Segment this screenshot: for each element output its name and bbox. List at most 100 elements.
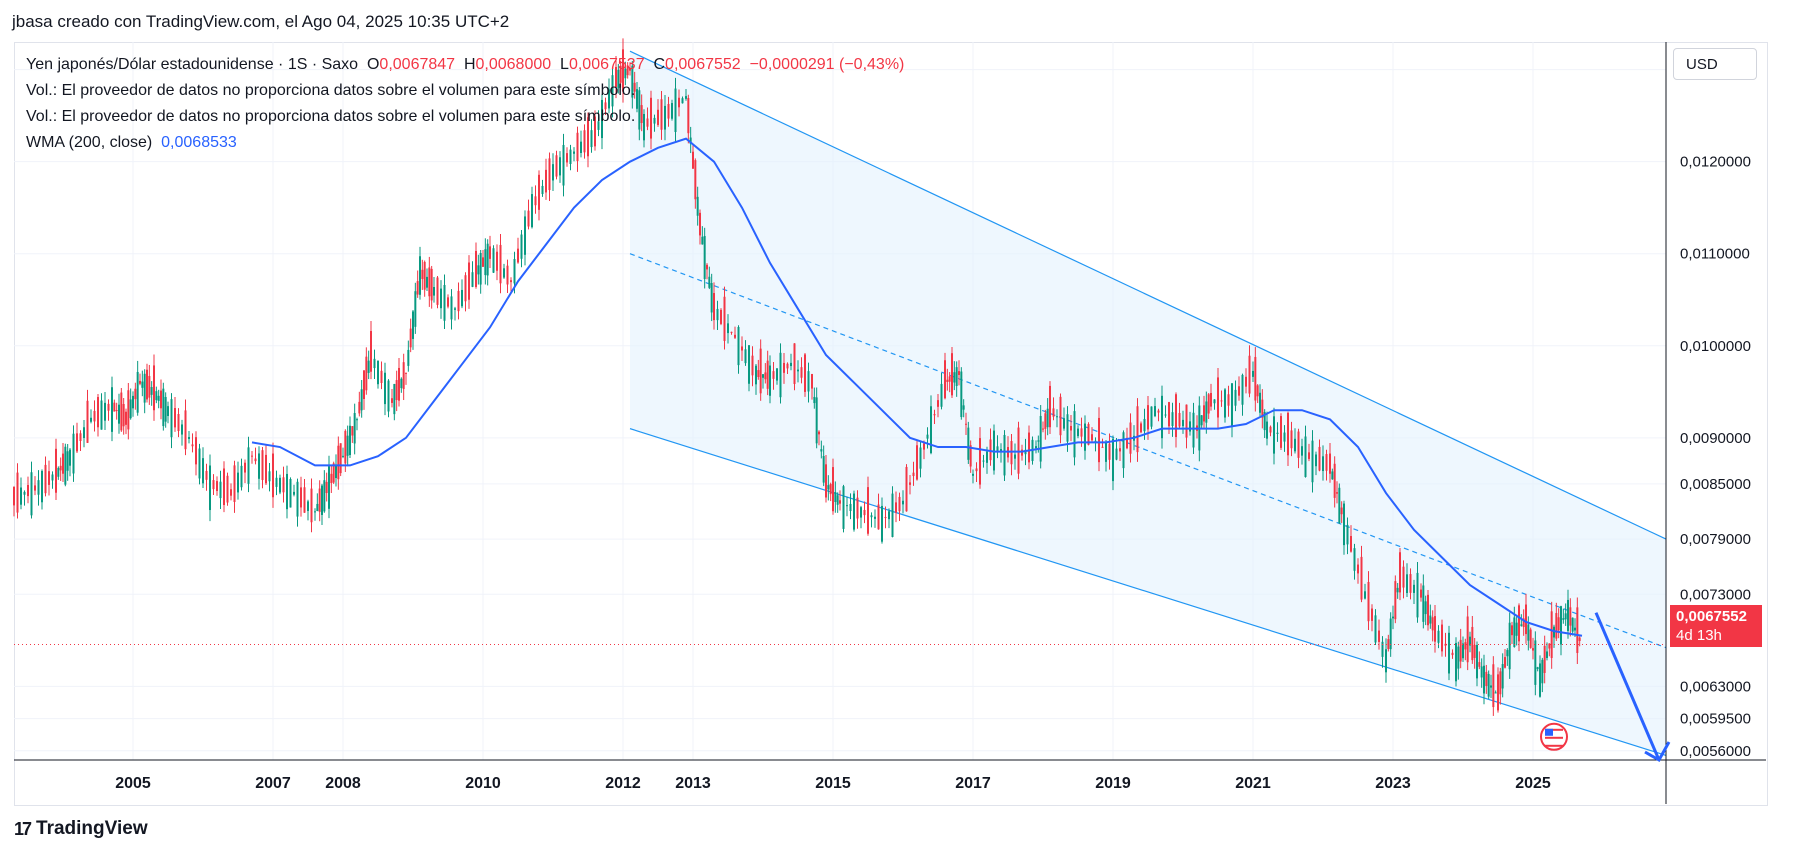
- candle-body: [757, 370, 760, 378]
- candle-body: [1273, 416, 1275, 454]
- candle-body: [111, 387, 113, 432]
- candle-body: [370, 331, 372, 372]
- candle-body: [909, 482, 911, 485]
- candle-body: [1325, 454, 1328, 471]
- candle-body: [416, 281, 419, 295]
- candle-body: [860, 507, 862, 518]
- candle-body: [1301, 446, 1303, 456]
- candle-body: [1164, 414, 1167, 416]
- candle-body: [325, 481, 328, 494]
- candle-body: [667, 103, 670, 119]
- candle-body: [1529, 629, 1532, 648]
- candle-body: [332, 463, 335, 483]
- candle-body: [842, 486, 845, 529]
- candle-body: [1420, 589, 1422, 598]
- candle-body: [314, 511, 316, 513]
- x-tick-label: 2025: [1515, 775, 1551, 792]
- candle-body: [1578, 637, 1581, 642]
- candle-body: [703, 236, 706, 279]
- candle-body: [762, 374, 764, 378]
- legend-wma-label: WMA (200, close): [26, 134, 153, 151]
- candle-body: [1508, 622, 1511, 670]
- channel-upper-line: [629, 50, 1667, 540]
- candle-body: [272, 453, 274, 498]
- candle-body: [1297, 431, 1300, 458]
- legend-symbol[interactable]: Yen japonés/Dólar estadounidense · 1S · …: [26, 56, 359, 73]
- candle-body: [195, 437, 197, 465]
- candle-body: [258, 453, 260, 479]
- candle-body: [1150, 406, 1153, 427]
- candle-body: [428, 267, 431, 297]
- candle-body: [430, 268, 433, 301]
- candle-body: [1457, 646, 1460, 669]
- candle-body: [328, 466, 330, 509]
- candle-body: [1522, 618, 1525, 627]
- candle-body: [986, 451, 988, 463]
- candle-body: [1308, 452, 1310, 459]
- candle-body: [433, 287, 435, 296]
- candle-body: [440, 288, 442, 309]
- candle-body: [367, 360, 370, 373]
- candle-body: [107, 403, 110, 411]
- candle-body: [118, 404, 120, 424]
- candle-body: [1571, 617, 1574, 632]
- candle-body: [489, 246, 491, 259]
- candle-body: [64, 446, 67, 485]
- candle-body: [636, 89, 638, 109]
- candle-body: [97, 397, 99, 428]
- tradingview-logo[interactable]: 17 TradingView: [14, 818, 148, 840]
- candle-body: [772, 371, 775, 379]
- candle-body: [1000, 449, 1002, 452]
- candle-body: [867, 487, 869, 534]
- candle-body: [1126, 437, 1128, 449]
- candle-body: [471, 272, 474, 287]
- currency-selector[interactable]: USD: [1673, 48, 1757, 80]
- candle-body: [689, 137, 692, 144]
- candle-body: [979, 438, 981, 485]
- candle-body: [1480, 666, 1483, 678]
- candle-body: [940, 383, 943, 407]
- candle-body: [457, 290, 460, 312]
- candle-body: [863, 509, 866, 516]
- candle-body: [1140, 423, 1142, 433]
- candle-body: [254, 458, 257, 462]
- candle-body: [1506, 650, 1509, 657]
- candle-body: [1189, 421, 1191, 432]
- candle-body: [205, 470, 208, 480]
- candle-body: [486, 243, 489, 276]
- candle-body: [499, 244, 502, 284]
- candle-body: [391, 398, 393, 403]
- candle-body: [524, 216, 526, 255]
- candle-body: [1091, 434, 1093, 441]
- candle-body: [293, 491, 295, 495]
- candle-body: [335, 464, 337, 479]
- candle-body: [608, 89, 610, 109]
- candle-body: [834, 491, 837, 503]
- candle-body: [969, 445, 972, 467]
- candle-body: [356, 419, 358, 421]
- candle-body: [1098, 417, 1100, 463]
- candle-body: [1416, 572, 1419, 618]
- candle-body: [1035, 446, 1037, 449]
- candle-body: [720, 309, 722, 324]
- candle-body: [226, 475, 229, 503]
- candle-body: [339, 443, 342, 474]
- legend-wma-row[interactable]: WMA (200, close) 0,0068533: [26, 130, 904, 156]
- candle-body: [353, 413, 356, 444]
- legend-volume-2[interactable]: Vol.: El proveedor de datos no proporcio…: [26, 108, 636, 125]
- candle-body: [157, 395, 160, 401]
- candle-body: [1157, 410, 1160, 413]
- candle-body: [62, 453, 64, 474]
- candle-body: [503, 268, 505, 278]
- candle-body: [1252, 370, 1254, 377]
- candle-body: [710, 283, 713, 313]
- candle-body: [813, 396, 816, 404]
- candle-body: [633, 82, 636, 92]
- candle-body: [59, 465, 62, 471]
- legend-volume-1[interactable]: Vol.: El proveedor de datos no proporcio…: [26, 82, 636, 99]
- candle-body: [1220, 400, 1223, 402]
- candle-body: [1049, 385, 1051, 428]
- candle-body: [699, 212, 701, 236]
- candle-body: [1511, 625, 1513, 636]
